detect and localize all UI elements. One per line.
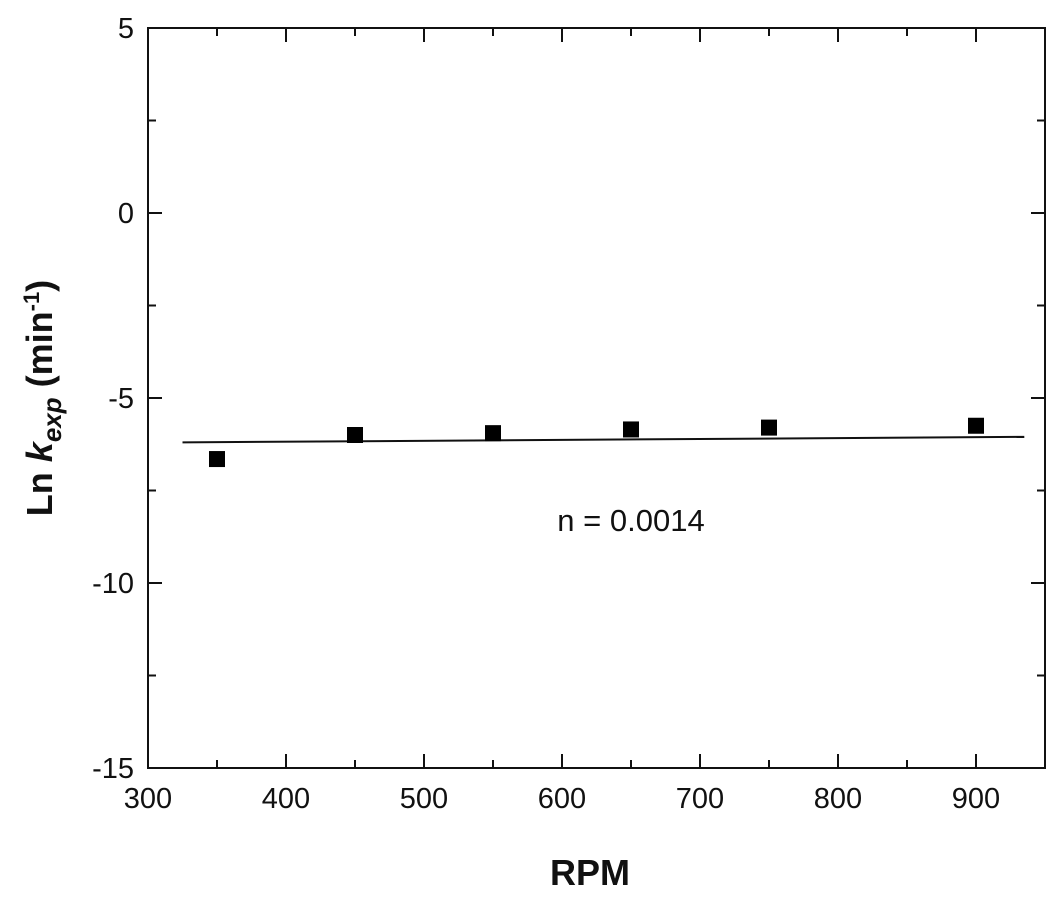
- y-tick-label: 0: [118, 198, 134, 230]
- fit-annotation: n = 0.0014: [557, 503, 704, 538]
- y-tick-label: 5: [118, 13, 134, 45]
- x-tick-label: 700: [676, 783, 724, 815]
- x-axis-ticks: 300 400 500 600 700 800 900: [124, 28, 1046, 815]
- data-point: [347, 427, 363, 443]
- y-axis-title-subscript: exp: [37, 397, 67, 442]
- y-axis-title: Ln kexp (min-1): [19, 280, 67, 516]
- y-axis-title-unit-close: ): [19, 280, 60, 292]
- x-tick-label: 500: [400, 783, 448, 815]
- y-axis-title-unit-open: (min: [19, 311, 60, 397]
- data-points: [209, 417, 984, 468]
- x-axis-title: RPM: [550, 852, 630, 893]
- y-tick-label: -15: [92, 753, 134, 785]
- plot-frame: [147, 27, 1046, 769]
- y-tick-label: -5: [108, 383, 134, 415]
- y-axis-title-prefix: Ln: [19, 462, 60, 516]
- y-tick-label: -10: [92, 568, 134, 600]
- data-point: [761, 419, 777, 436]
- x-tick-label: 900: [952, 783, 1000, 815]
- y-axis-title-symbol: k: [19, 440, 60, 462]
- x-tick-label: 800: [814, 783, 862, 815]
- data-point: [485, 425, 501, 442]
- y-axis-ticks: 5 0 -5 -10 -15: [92, 13, 1045, 785]
- fit-line: [182, 435, 1025, 444]
- y-axis-title-unit-sup: -1: [19, 292, 44, 312]
- x-tick-label: 600: [538, 783, 586, 815]
- plot-border: [147, 27, 1046, 769]
- data-point: [968, 417, 984, 434]
- x-tick-label: 400: [262, 783, 310, 815]
- data-point: [209, 451, 225, 468]
- fit-line-group: [182, 435, 1025, 444]
- data-point: [623, 421, 639, 438]
- x-tick-label: 300: [124, 783, 172, 815]
